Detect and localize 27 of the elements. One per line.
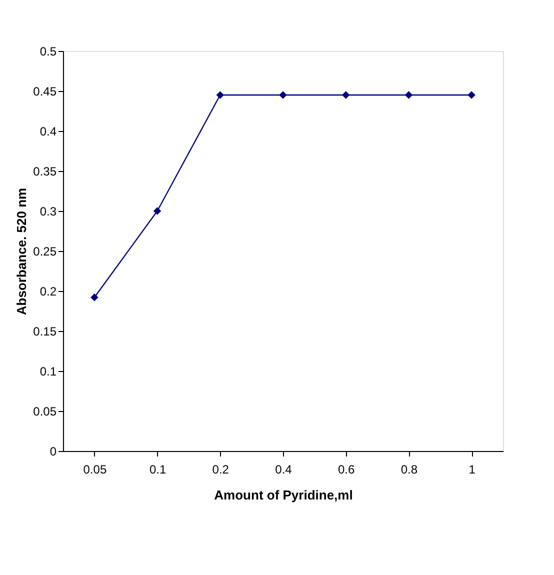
- y-tick-label: 0.15: [33, 324, 57, 338]
- y-tick-label: 0.45: [33, 84, 57, 98]
- x-axis-title: Amount of Pyridine,ml: [214, 488, 353, 502]
- point: [279, 91, 287, 99]
- y-tick-label: 0.05: [33, 404, 57, 418]
- point: [90, 294, 98, 302]
- x-tick-label: 0.8: [400, 462, 418, 476]
- point: [153, 207, 162, 215]
- x-tick-label: 0.4: [275, 462, 292, 476]
- point: [468, 91, 476, 99]
- point: [216, 91, 224, 99]
- y-tick-label: 0.35: [33, 164, 57, 178]
- x-tick-label: 0.2: [212, 462, 230, 476]
- y-tick-label: 0.1: [40, 364, 57, 378]
- x-tick-label: 1: [468, 462, 476, 476]
- point: [342, 91, 350, 99]
- y-tick-label: 0.2: [40, 284, 57, 298]
- y-axis-title: Absorbance. 520 nm: [14, 188, 30, 316]
- point: [404, 91, 413, 99]
- y-tick-label: 0.5: [40, 44, 57, 58]
- x-tick-label: 0.1: [149, 462, 166, 476]
- y-tick-label: 0: [50, 444, 57, 458]
- y-tick-label: 0.4: [40, 124, 57, 138]
- y-tick-label: 0.3: [40, 204, 57, 218]
- y-tick-label: 0.25: [33, 244, 57, 258]
- x-tick-label: 0.6: [338, 462, 356, 476]
- x-tick-label: 0.05: [83, 462, 107, 476]
